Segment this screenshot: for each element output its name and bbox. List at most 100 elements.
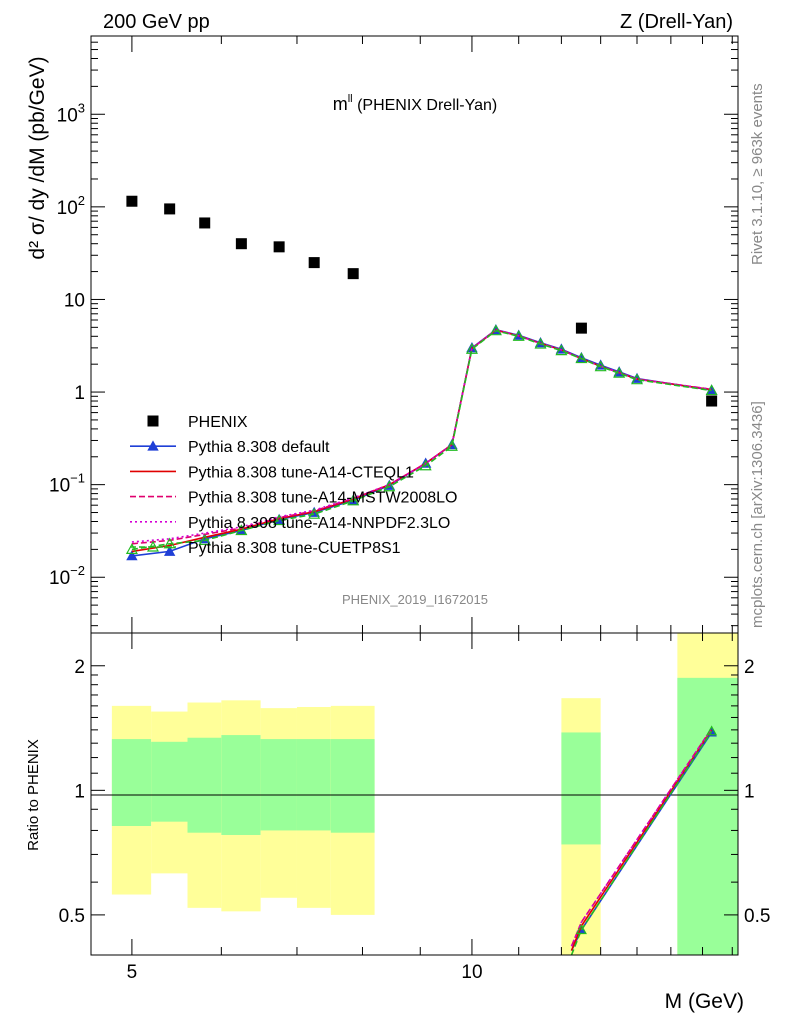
- data-point: [308, 257, 320, 269]
- ratio-bands: [111, 633, 738, 955]
- main-y-tick-label: 10−1: [49, 471, 85, 497]
- series-pythia-8-308-tune-cuetp8s1: [125, 324, 718, 554]
- data-point: [465, 342, 478, 354]
- data-point: [126, 195, 138, 207]
- plot-title-sup: ll: [348, 93, 353, 105]
- rivet-label: Rivet 3.1.10, ≥ 963k events: [749, 83, 766, 265]
- main-y-tick-base: 10: [64, 290, 85, 311]
- main-y-tick-exp: −1: [70, 471, 85, 486]
- ratio-frame: [90, 632, 739, 956]
- x-tick-label: 5: [127, 962, 138, 983]
- ratio-band-green: [330, 739, 375, 833]
- ratio-y-tick-label-right: 2: [744, 657, 755, 678]
- main-y-tick-base: 10: [49, 476, 70, 497]
- mcplots-label: mcplots.cern.ch [arXiv:1306.3436]: [749, 401, 766, 628]
- ratio-series-pythia-8-308-tune-cuetp8s1: [570, 725, 718, 956]
- data-point: [125, 543, 138, 554]
- data-point: [575, 924, 587, 935]
- ratio-y-ticks: 0.5 0.5 1 1 2 2: [59, 657, 771, 927]
- x-axis-label: M (GeV): [665, 990, 744, 1013]
- legend-label: Pythia 8.308 tune-CUETP8S1: [188, 540, 401, 557]
- data-point: [347, 268, 359, 280]
- series-phenix: [126, 195, 718, 407]
- data-point: [419, 459, 432, 471]
- main-series: [125, 195, 718, 561]
- ratio-y-tick-label-right: 1: [744, 781, 755, 802]
- ratio-y-tick-label: 0.5: [59, 906, 85, 927]
- main-y-tick-base: 10: [49, 568, 70, 589]
- data-point: [555, 344, 568, 356]
- data-point: [147, 440, 159, 451]
- header-right-title: Z (Drell-Yan): [620, 11, 733, 33]
- data-point: [706, 725, 718, 736]
- main-y-tick-exp: 3: [78, 100, 85, 115]
- legend-entry: Pythia 8.308 tune-A14-NNPDF2.3LO: [130, 515, 450, 532]
- data-point: [613, 366, 626, 378]
- header-left-title: 200 GeV pp: [103, 11, 210, 33]
- legend-entry: Pythia 8.308 tune-A14-MSTW2008LO: [130, 490, 457, 507]
- main-y-tick-label: 10−2: [49, 563, 85, 589]
- ratio-band-green: [677, 677, 738, 955]
- main-y-tick-exp: 2: [78, 193, 85, 208]
- main-y-tick-label: 102: [57, 193, 85, 219]
- x-tick-label: 10: [461, 962, 482, 983]
- series-line: [131, 328, 712, 543]
- data-point: [273, 514, 286, 526]
- series-line: [131, 328, 712, 545]
- ratio-band-green: [260, 739, 297, 831]
- data-point: [347, 494, 360, 506]
- data-point: [594, 360, 607, 372]
- legend-label: PHENIX: [188, 414, 248, 431]
- data-point: [163, 545, 176, 556]
- ratio-y-tick-label: 2: [74, 657, 85, 678]
- ratio-band-green: [151, 741, 188, 822]
- ratio-band-green: [111, 739, 152, 826]
- data-point: [489, 324, 502, 336]
- legend-entry: Pythia 8.308 tune-CUETP8S1: [130, 540, 401, 557]
- main-y-axis-label: d² σ/ dy /dM (pb/GeV): [26, 56, 49, 259]
- ratio-band-green: [221, 735, 261, 835]
- data-point: [235, 238, 247, 250]
- main-y-tick-base: 10: [57, 105, 78, 126]
- ratio-series: [570, 725, 718, 956]
- x-ticks: 5 10: [127, 36, 733, 983]
- data-point: [147, 415, 159, 427]
- data-point: [445, 439, 458, 451]
- ratio-band-green: [296, 739, 331, 831]
- main-y-tick-label: 10: [64, 290, 85, 311]
- series-line: [131, 329, 712, 551]
- ratio-y-axis-label: Ratio to PHENIX: [25, 739, 42, 851]
- data-point: [273, 241, 285, 253]
- ratio-plot-panel: 0.5 0.5 1 1 2 2 5 10 Ratio to PHENIX M (GeV): [25, 36, 770, 1013]
- ratio-series-line: [570, 730, 713, 956]
- ratio-y-tick-label: 1: [74, 781, 85, 802]
- main-y-tick-label: 1: [74, 383, 85, 404]
- ratio-series-pythia-8-308-tune-a14-nnpdf2-3lo: [570, 728, 713, 947]
- data-point: [706, 395, 718, 407]
- data-point: [308, 507, 321, 519]
- main-plot-panel: mll (PHENIX Drell-Yan) d² σ/ dy /dM (pb/…: [26, 35, 739, 634]
- legend-entry: PHENIX: [147, 414, 248, 431]
- legend-label: Pythia 8.308 tune-A14-CTEQL1: [188, 464, 414, 481]
- plot-title-m: m: [333, 94, 348, 114]
- main-y-tick-exp: −2: [70, 563, 85, 578]
- series-pythia-8-308-tune-a14-mstw2008lo: [131, 328, 712, 545]
- data-point: [575, 322, 587, 334]
- plot-title-rest: (PHENIX Drell-Yan): [353, 97, 498, 114]
- legend-label: Pythia 8.308 default: [188, 439, 330, 456]
- legend-entry: Pythia 8.308 default: [130, 439, 330, 456]
- data-point: [146, 540, 160, 552]
- main-y-tick-base: 1: [74, 383, 85, 404]
- data-point: [198, 534, 211, 546]
- legend-label: Pythia 8.308 tune-A14-MSTW2008LO: [188, 490, 457, 507]
- data-point: [199, 217, 211, 229]
- data-point: [630, 373, 644, 385]
- legend-label: Pythia 8.308 tune-A14-NNPDF2.3LO: [188, 515, 450, 532]
- data-point: [534, 337, 547, 349]
- data-point: [126, 550, 138, 561]
- data-point: [383, 480, 396, 492]
- data-point: [164, 203, 176, 215]
- ratio-series-line: [570, 728, 713, 947]
- legend-entry: Pythia 8.308 tune-A14-CTEQL1: [130, 464, 414, 481]
